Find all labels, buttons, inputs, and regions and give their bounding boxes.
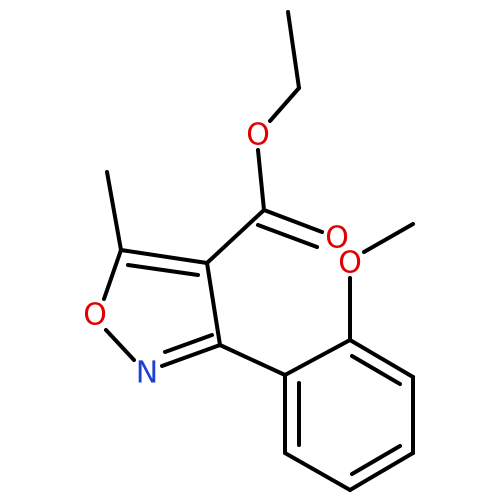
bond (119, 248, 209, 265)
bond (348, 451, 415, 492)
bond (268, 86, 301, 123)
atom-label: O (338, 246, 362, 281)
bond (105, 170, 123, 252)
bond (104, 328, 136, 362)
bond (160, 343, 222, 368)
atom-labels: O O O O N (83, 118, 362, 391)
bond (256, 148, 266, 212)
bond (205, 208, 266, 265)
bond (362, 222, 415, 254)
bond (218, 343, 287, 377)
bonds (102, 10, 415, 492)
bond (350, 444, 402, 476)
bond (350, 354, 402, 386)
atom-label: N (136, 356, 158, 391)
bond (163, 333, 214, 354)
bond (126, 263, 200, 277)
atom-label: O (325, 221, 349, 256)
bond (256, 223, 319, 249)
bond (205, 261, 222, 347)
atom-label: O (83, 298, 107, 333)
bond (283, 451, 352, 492)
bond (348, 338, 415, 379)
bond (286, 10, 301, 90)
bond (102, 248, 123, 301)
atom-label: O (246, 118, 270, 153)
bond (262, 208, 324, 234)
bond (283, 338, 352, 377)
